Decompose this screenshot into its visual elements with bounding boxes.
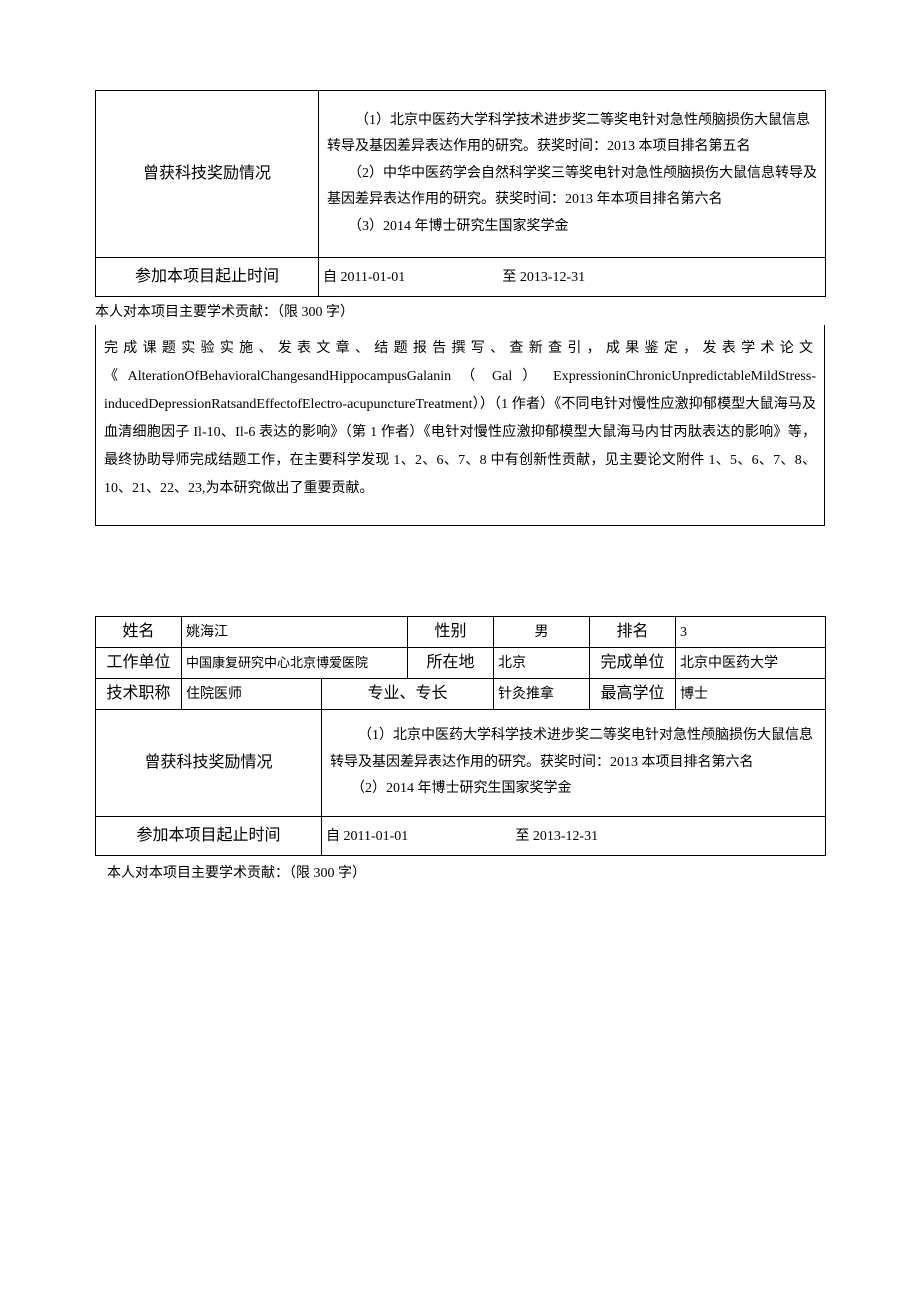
section-spacer bbox=[95, 526, 825, 616]
period-to: 2013-12-31 bbox=[520, 270, 585, 285]
period-from-2: 2011-01-01 bbox=[344, 829, 409, 844]
period-from-prefix-2: 自 bbox=[326, 829, 344, 844]
contribution-header: 本人对本项目主要学术贡献：（限 300 字） bbox=[95, 297, 825, 325]
awards-label-cell: 曾获科技奖励情况 bbox=[96, 91, 319, 258]
workunit-label: 工作单位 bbox=[96, 648, 182, 679]
document-page: 曾获科技奖励情况 （1）北京中医药大学科学技术进步奖二等奖电针对急性颅脑损伤大鼠… bbox=[0, 0, 920, 942]
table-row: 参加本项目起止时间 自 2011-01-01 至 2013-12-31 bbox=[96, 817, 826, 856]
awards-content-cell-2: （1）北京中医药大学科学技术进步奖二等奖电针对急性颅脑损伤大鼠信息转导及基因差异… bbox=[322, 710, 826, 817]
compunit-label: 完成单位 bbox=[590, 648, 676, 679]
period-from: 2011-01-01 bbox=[341, 270, 406, 285]
period-label-cell-2: 参加本项目起止时间 bbox=[96, 817, 322, 856]
title-label: 技术职称 bbox=[96, 679, 182, 710]
contribution-body: 完成课题实验实施、发表文章、结题报告撰写、查新查引，成果鉴定，发表学术论文《Al… bbox=[95, 325, 825, 526]
period-content-cell-2: 自 2011-01-01 至 2013-12-31 bbox=[322, 817, 826, 856]
compunit-value: 北京中医药大学 bbox=[676, 648, 826, 679]
name-value: 姚海江 bbox=[182, 617, 408, 648]
period-label-cell: 参加本项目起止时间 bbox=[96, 258, 319, 297]
specialty-label: 专业、专长 bbox=[322, 679, 494, 710]
contribution-text-rest: AlterationOfBehavioralChangesandHippocam… bbox=[104, 369, 816, 496]
awards-label-cell-2: 曾获科技奖励情况 bbox=[96, 710, 322, 817]
table-row: 工作单位 中国康复研究中心北京博爱医院 所在地 北京 完成单位 北京中医药大学 bbox=[96, 648, 826, 679]
gender-label: 性别 bbox=[408, 617, 494, 648]
degree-label: 最高学位 bbox=[590, 679, 676, 710]
table-row: 曾获科技奖励情况 （1）北京中医药大学科学技术进步奖二等奖电针对急性颅脑损伤大鼠… bbox=[96, 710, 826, 817]
table-row: 技术职称 住院医师 专业、专长 针灸推拿 最高学位 博士 bbox=[96, 679, 826, 710]
degree-value: 博士 bbox=[676, 679, 826, 710]
awards-content-cell: （1）北京中医药大学科学技术进步奖二等奖电针对急性颅脑损伤大鼠信息转导及基因差异… bbox=[319, 91, 826, 258]
location-label: 所在地 bbox=[408, 648, 494, 679]
period-to-prefix: 至 bbox=[502, 270, 520, 285]
table-row: 参加本项目起止时间 自 2011-01-01 至 2013-12-31 bbox=[96, 258, 826, 297]
specialty-value: 针灸推拿 bbox=[494, 679, 590, 710]
period-content-cell: 自 2011-01-01 至 2013-12-31 bbox=[319, 258, 826, 297]
period-to-2: 2013-12-31 bbox=[533, 829, 598, 844]
rank-value: 3 bbox=[676, 617, 826, 648]
awards-table-1: 曾获科技奖励情况 （1）北京中医药大学科学技术进步奖二等奖电针对急性颅脑损伤大鼠… bbox=[95, 90, 826, 297]
table-row: 姓名 姚海江 性别 男 排名 3 bbox=[96, 617, 826, 648]
location-value: 北京 bbox=[494, 648, 590, 679]
period-from-prefix: 自 bbox=[323, 270, 341, 285]
gender-value: 男 bbox=[494, 617, 590, 648]
workunit-value: 中国康复研究中心北京博爱医院 bbox=[182, 648, 408, 679]
period-to-prefix-2: 至 bbox=[515, 829, 533, 844]
name-label: 姓名 bbox=[96, 617, 182, 648]
title-value: 住院医师 bbox=[182, 679, 322, 710]
table-row: 曾获科技奖励情况 （1）北京中医药大学科学技术进步奖二等奖电针对急性颅脑损伤大鼠… bbox=[96, 91, 826, 258]
contribution-header-2: 本人对本项目主要学术贡献：（限 300 字） bbox=[95, 856, 825, 882]
rank-label: 排名 bbox=[590, 617, 676, 648]
person-info-table: 姓名 姚海江 性别 男 排名 3 工作单位 中国康复研究中心北京博爱医院 所在地… bbox=[95, 616, 826, 856]
